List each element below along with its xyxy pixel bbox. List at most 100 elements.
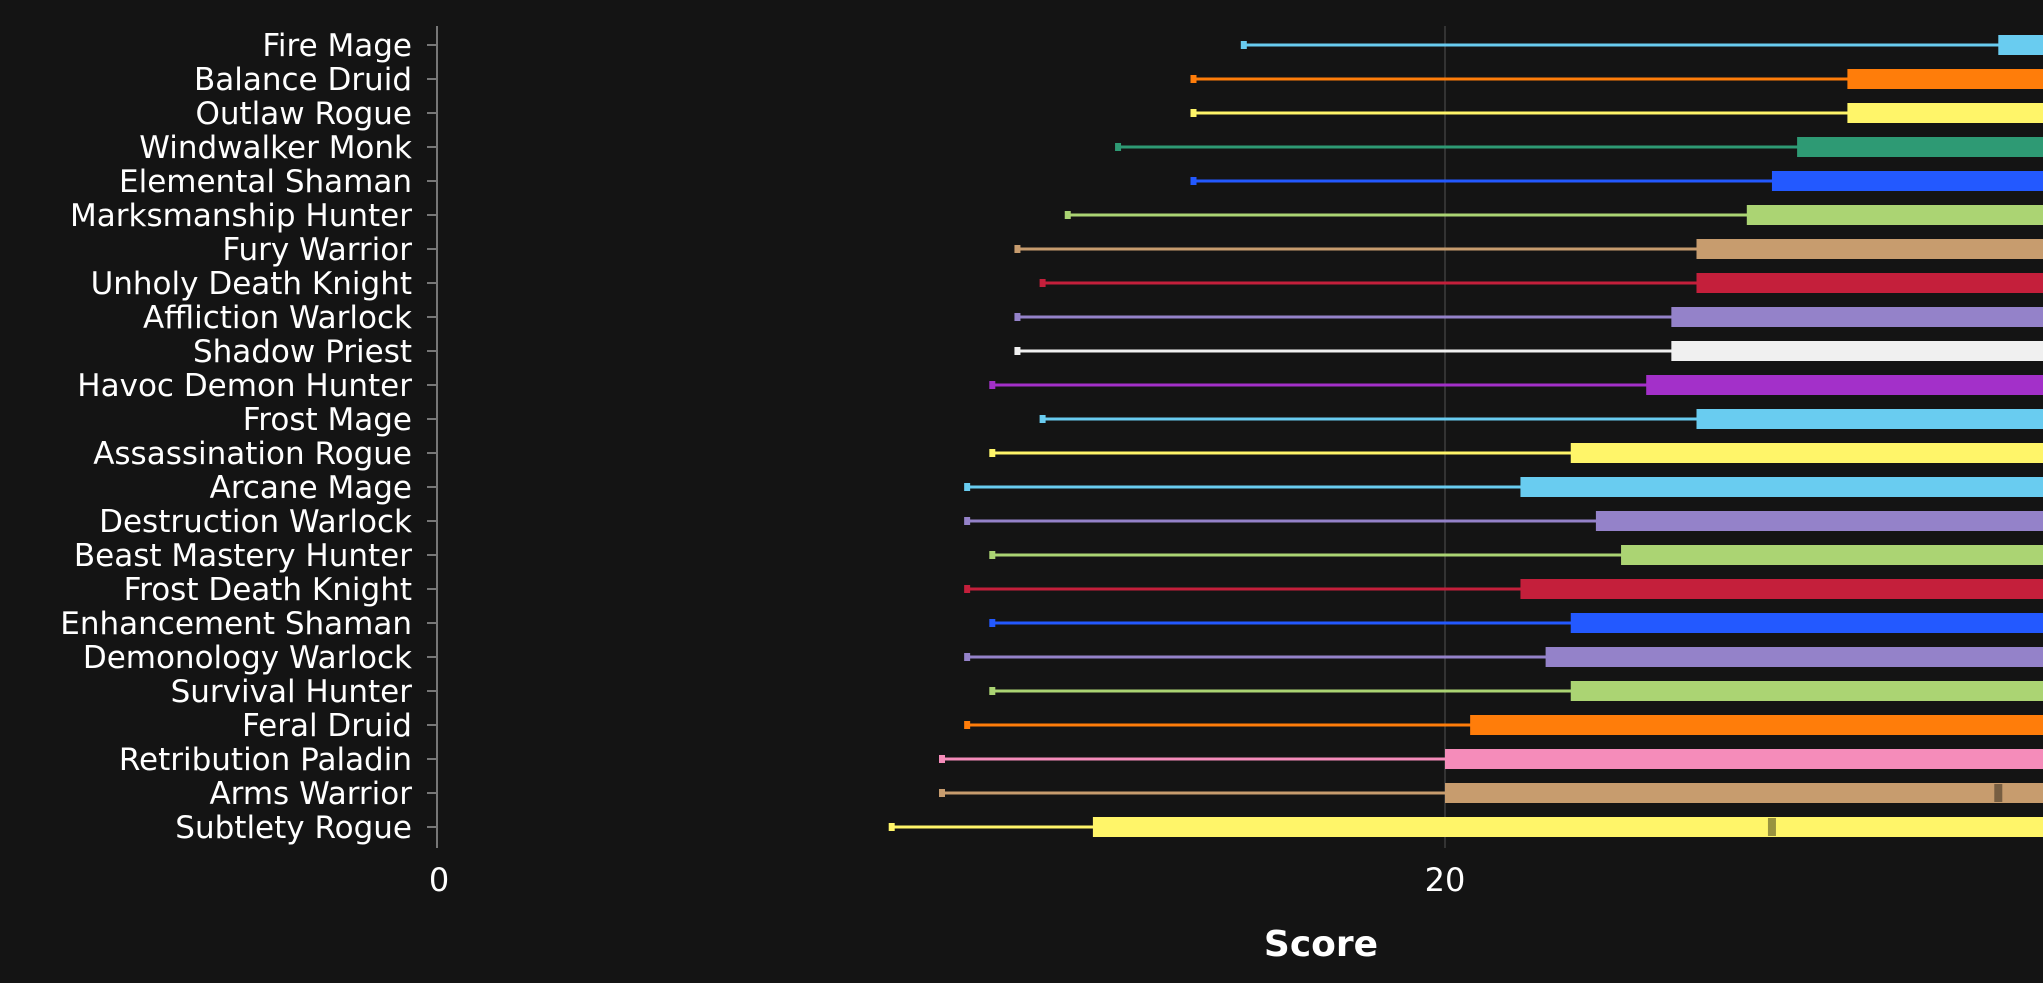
spec-label: Retribution Paladin bbox=[119, 742, 412, 778]
spec-label: Frost Mage bbox=[243, 402, 412, 438]
iqr-box bbox=[1445, 783, 2043, 803]
series-row: Elemental Shaman bbox=[119, 164, 2043, 200]
whisker-min-cap bbox=[964, 517, 971, 525]
whisker-min-cap bbox=[1064, 211, 1071, 219]
spec-label: Arcane Mage bbox=[210, 470, 412, 506]
series-row: Enhancement Shaman bbox=[60, 606, 2043, 642]
iqr-box bbox=[1696, 409, 2043, 429]
whisker-min-cap bbox=[939, 755, 945, 763]
whisker-min-cap bbox=[1014, 313, 1021, 321]
whisker-min-cap bbox=[888, 823, 895, 831]
spec-label: Windwalker Monk bbox=[139, 130, 412, 166]
iqr-box bbox=[1671, 341, 2043, 361]
whisker-min-cap bbox=[989, 381, 996, 389]
vertical-gridlines bbox=[1444, 26, 1446, 848]
whisker-min-cap bbox=[1115, 143, 1122, 151]
spec-label: Assassination Rogue bbox=[93, 436, 412, 472]
iqr-box bbox=[1621, 545, 2043, 565]
series-row: Subtlety Rogue bbox=[175, 810, 2043, 846]
median-marker bbox=[1994, 784, 2003, 802]
spec-label: Marksmanship Hunter bbox=[70, 198, 412, 234]
series-row: Fury Warrior bbox=[222, 232, 2043, 268]
series-row: Marksmanship Hunter bbox=[70, 198, 2043, 234]
series-row: Arcane Mage bbox=[210, 470, 2043, 506]
x-tick-label: 0 bbox=[429, 861, 449, 899]
iqr-box bbox=[1797, 137, 2043, 157]
series-row: Frost Death Knight bbox=[124, 572, 2043, 608]
series-row: Arms Warrior bbox=[209, 776, 2043, 812]
spec-label: Enhancement Shaman bbox=[60, 606, 412, 642]
series-row: Unholy Death Knight bbox=[91, 266, 2043, 302]
spec-label: Fury Warrior bbox=[222, 232, 412, 268]
whisker-min-cap bbox=[989, 449, 996, 457]
iqr-box bbox=[1847, 69, 2043, 89]
iqr-box bbox=[1696, 239, 2043, 259]
iqr-box bbox=[1671, 307, 2043, 327]
whisker-min-cap bbox=[964, 585, 971, 593]
whisker-min-cap bbox=[964, 721, 971, 729]
whisker-min-cap bbox=[1190, 109, 1197, 117]
spec-label: Unholy Death Knight bbox=[91, 266, 412, 302]
iqr-box bbox=[1771, 171, 2043, 191]
whisker-min-cap bbox=[939, 789, 945, 797]
series-row: Affliction Warlock bbox=[143, 300, 2043, 336]
series-row: Outlaw Rogue bbox=[195, 96, 2043, 132]
spec-label: Destruction Warlock bbox=[99, 504, 412, 540]
whisker-min-cap bbox=[1240, 41, 1247, 49]
whisker-min-cap bbox=[1039, 279, 1046, 287]
median-marker bbox=[1767, 818, 1776, 836]
series-row: Windwalker Monk bbox=[139, 130, 2043, 166]
whisker-min-cap bbox=[1014, 245, 1021, 253]
iqr-box bbox=[1746, 205, 2043, 225]
whisker-min-cap bbox=[964, 483, 971, 491]
whisker-min-cap bbox=[989, 619, 996, 627]
series-row: Balance Druid bbox=[194, 62, 2043, 98]
series-row: Assassination Rogue bbox=[93, 436, 2043, 472]
iqr-box bbox=[1545, 647, 2043, 667]
spec-label: Survival Hunter bbox=[171, 674, 413, 710]
series-row: Demonology Warlock bbox=[83, 640, 2043, 676]
iqr-box bbox=[1696, 273, 2043, 293]
whisker-min-cap bbox=[964, 653, 971, 661]
whisker-min-cap bbox=[1190, 75, 1197, 83]
iqr-box bbox=[1570, 443, 2043, 463]
iqr-box bbox=[1998, 35, 2043, 55]
iqr-box bbox=[1520, 579, 2043, 599]
spec-label: Balance Druid bbox=[194, 62, 412, 98]
x-axis: 020406080100120 bbox=[429, 861, 1466, 899]
whisker-min-cap bbox=[989, 551, 996, 559]
spec-label: Subtlety Rogue bbox=[175, 810, 412, 846]
iqr-box bbox=[1595, 511, 2043, 531]
series-row: Retribution Paladin bbox=[119, 742, 2043, 778]
series-row: Frost Mage bbox=[243, 402, 2043, 438]
spec-label: Affliction Warlock bbox=[143, 300, 412, 336]
iqr-box bbox=[1470, 715, 2043, 735]
whisker-min-cap bbox=[1039, 415, 1046, 423]
iqr-box bbox=[1445, 749, 2043, 769]
iqr-box bbox=[1570, 681, 2043, 701]
spec-label: Fire Mage bbox=[262, 28, 412, 64]
series-row: Destruction Warlock bbox=[99, 504, 2043, 540]
iqr-box bbox=[1092, 817, 2043, 837]
series-row: Beast Mastery Hunter bbox=[74, 538, 2043, 574]
spec-label: Havoc Demon Hunter bbox=[77, 368, 412, 404]
x-tick-label: 20 bbox=[1425, 861, 1466, 899]
spec-label: Beast Mastery Hunter bbox=[74, 538, 412, 574]
iqr-box bbox=[1847, 103, 2043, 123]
series-row: Shadow Priest bbox=[193, 334, 2043, 370]
spec-label: Frost Death Knight bbox=[124, 572, 412, 608]
spec-label: Outlaw Rogue bbox=[195, 96, 412, 132]
whisker-min-cap bbox=[1014, 347, 1021, 355]
spec-label: Elemental Shaman bbox=[119, 164, 412, 200]
spec-label: Arms Warrior bbox=[209, 776, 412, 812]
spec-label: Feral Druid bbox=[242, 708, 412, 744]
whisker-min-cap bbox=[1190, 177, 1197, 185]
spec-label: Demonology Warlock bbox=[83, 640, 412, 676]
series-row: Feral Druid bbox=[242, 708, 2043, 744]
x-axis-title: Score bbox=[1264, 924, 1378, 965]
series-row: Fire Mage bbox=[262, 28, 2043, 64]
iqr-box bbox=[1520, 477, 2043, 497]
iqr-box bbox=[1646, 375, 2043, 395]
